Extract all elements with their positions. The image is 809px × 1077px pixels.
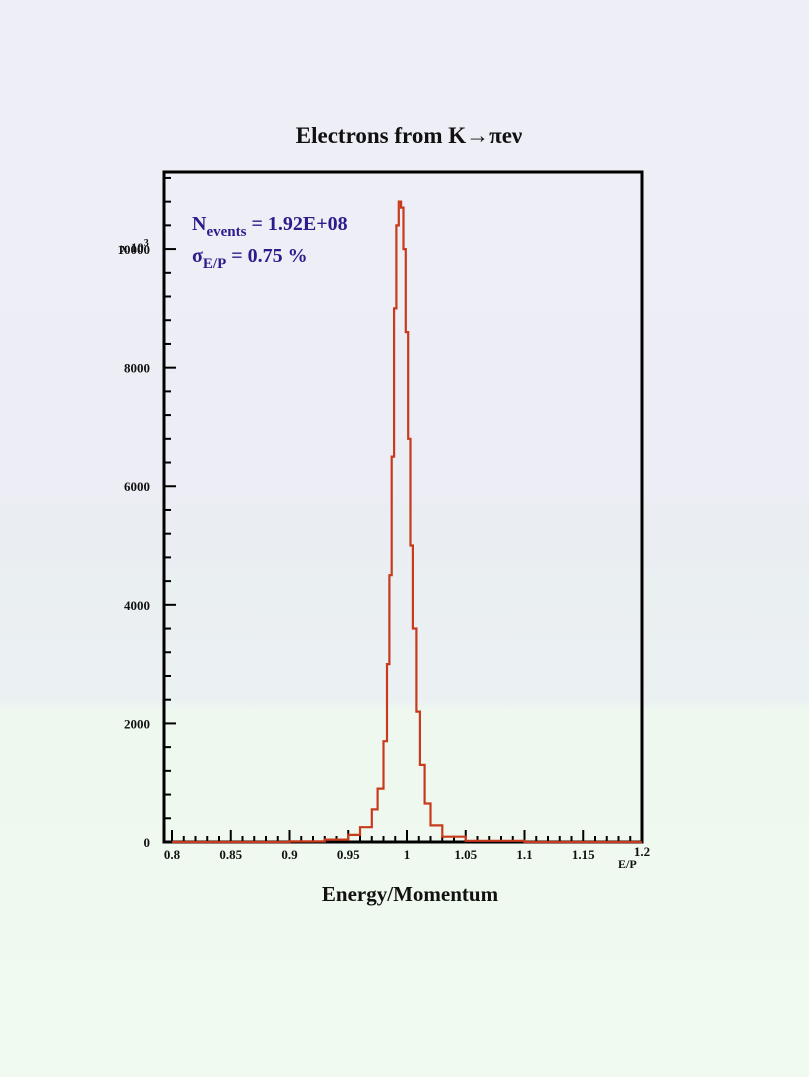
stat-nevents: Nevents = 1.92E+08 xyxy=(192,213,348,240)
y-tick-label: 8000 xyxy=(124,361,150,376)
x-tick-labels: 0.8 0.85 0.9 0.95 1 1.05 1.1 1.15 1.2 xyxy=(164,844,650,862)
x-tick-label: 0.85 xyxy=(219,847,242,862)
x-unit-label: E/P xyxy=(618,857,637,871)
y-tick-labels: 0 2000 4000 6000 8000 10000 xyxy=(118,242,151,850)
y-tick-label: 10000 xyxy=(118,242,151,257)
y-tick-label: 2000 xyxy=(124,716,150,731)
series-line xyxy=(172,200,642,844)
plot-frame xyxy=(162,170,644,844)
x-axis-ticks xyxy=(171,830,643,842)
stat-sigma: σE/P = 0.75 % xyxy=(192,245,308,272)
x-tick-label: 1.1 xyxy=(516,847,532,862)
y-multiplier-label: x 103 xyxy=(121,238,149,255)
x-tick-label: 1.2 xyxy=(634,844,650,859)
x-tick-label: 1.05 xyxy=(454,847,477,862)
y-tick-label: 0 xyxy=(144,835,151,850)
y-axis-ticks xyxy=(164,176,176,843)
x-tick-label: 1 xyxy=(404,847,411,862)
chart-title: Electrons from K→πeν xyxy=(296,123,522,148)
x-tick-label: 0.95 xyxy=(337,847,360,862)
x-axis-label: Energy/Momentum xyxy=(322,882,499,906)
y-tick-label: 4000 xyxy=(124,598,150,613)
y-tick-label: 6000 xyxy=(124,479,150,494)
x-tick-label: 1.15 xyxy=(572,847,595,862)
x-tick-label: 0.8 xyxy=(164,847,181,862)
x-tick-label: 0.9 xyxy=(281,847,298,862)
